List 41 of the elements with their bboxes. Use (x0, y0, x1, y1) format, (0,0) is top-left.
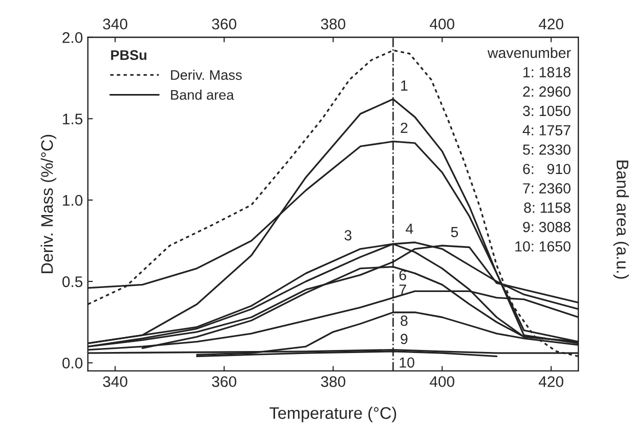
x-tick-label: 380 (320, 376, 346, 388)
annotation: 9: 3088 (523, 222, 570, 232)
annotation: 4: 1757 (522, 125, 570, 136)
annotation: 6: 910 (523, 164, 570, 174)
annotation: 2 (400, 122, 408, 133)
x-axis-title: Temperature (°C) (270, 406, 396, 422)
annotation: 2: 2960 (523, 86, 570, 97)
x2-tick-label: 360 (212, 18, 236, 30)
y-axis-title: Deriv. Mass (%/°C) (40, 134, 56, 274)
annotation: 10 (400, 357, 414, 368)
annotation: 3: 1050 (522, 106, 570, 116)
annotation: 7: 2360 (523, 183, 570, 194)
annotation: 7 (399, 284, 406, 295)
y-tick-label: 2.0 (62, 32, 82, 43)
y-tick-label: 0.0 (62, 358, 82, 369)
annotation: 10: 1650 (515, 241, 570, 252)
y-tick-label: 1.5 (62, 114, 82, 124)
annotation: 1 (401, 80, 408, 91)
annotation: 5: 2330 (522, 144, 570, 155)
x2-tick-label: 400 (430, 18, 454, 30)
legend-title: PBSu (111, 50, 146, 60)
x-tick-label: 420 (538, 376, 564, 388)
legend-label: Deriv. Mass (171, 70, 242, 80)
annotation: 5 (451, 227, 458, 238)
annotation: Band area (171, 90, 234, 100)
y-tick-label: 1.0 (62, 194, 82, 206)
annotation: 8: 1158 (524, 202, 570, 213)
annotation: 8 (400, 316, 408, 326)
x-tick-label: 360 (212, 376, 236, 388)
x2-tick-label: 420 (538, 18, 564, 30)
annotation: 1: 1818 (524, 67, 570, 78)
y-tick-label: 0.5 (62, 276, 82, 288)
x-tick-label: 400 (430, 376, 454, 388)
x2-tick-label: 340 (102, 18, 128, 30)
x-tick-label: 340 (102, 376, 128, 388)
annotation: 9 (400, 334, 408, 344)
x2-tick-label: 380 (320, 18, 346, 30)
y2-axis-title: Band area (a.u.) (613, 160, 629, 279)
annotation: 3 (344, 230, 352, 240)
annotation: wavenumber (488, 47, 571, 58)
annotation: 4 (406, 224, 414, 234)
